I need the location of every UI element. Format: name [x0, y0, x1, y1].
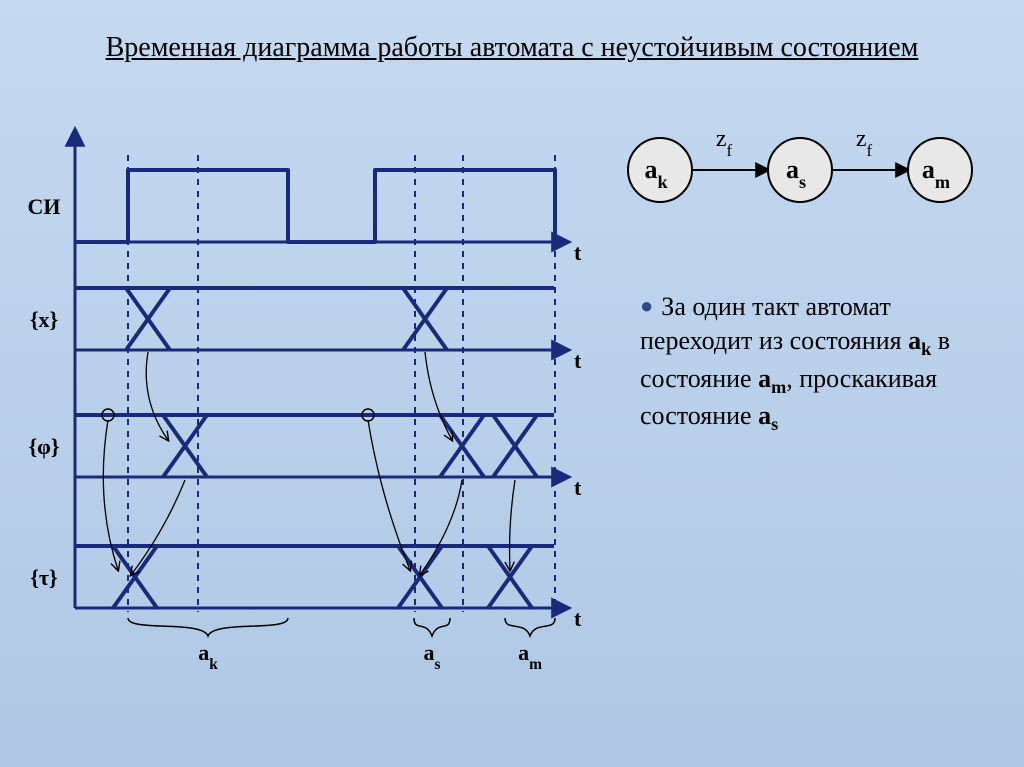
- signal-phi: [75, 415, 554, 477]
- state-node: [908, 138, 972, 202]
- bracket: [128, 618, 288, 636]
- svg-text:t: t: [574, 240, 582, 265]
- state-graph: zfzfakasam: [628, 126, 972, 202]
- cause-arrow: [146, 352, 168, 440]
- svg-text:{τ}: {τ}: [30, 565, 57, 590]
- cause-arrow: [420, 480, 462, 575]
- svg-text:as: as: [424, 640, 441, 673]
- signal-x: [75, 288, 554, 350]
- svg-text:t: t: [574, 475, 582, 500]
- cause-arrow: [131, 480, 185, 575]
- svg-text:zf: zf: [856, 126, 873, 160]
- bracket: [505, 618, 555, 636]
- bracket: [414, 618, 450, 636]
- svg-text:am: am: [518, 640, 542, 673]
- svg-text:t: t: [574, 348, 582, 373]
- state-node: [768, 138, 832, 202]
- diagram-svg: zf zf ak as am t СИ t {x} t {φ} t {τ} ak as am: [0, 0, 1024, 767]
- svg-text:{φ}: {φ}: [28, 434, 59, 459]
- timing-diagram: t СИ t {x} t {φ} t {τ} ak as am: [28, 130, 583, 673]
- state-node: [628, 138, 692, 202]
- cause-arrow: [510, 480, 515, 570]
- svg-text:zf: zf: [716, 126, 733, 160]
- svg-text:t: t: [574, 606, 582, 631]
- svg-text:СИ: СИ: [28, 194, 61, 219]
- svg-text:{x}: {x}: [30, 307, 58, 332]
- signal-tau: [75, 546, 554, 608]
- svg-text:ak: ak: [198, 640, 218, 673]
- signal-clk: [75, 170, 555, 242]
